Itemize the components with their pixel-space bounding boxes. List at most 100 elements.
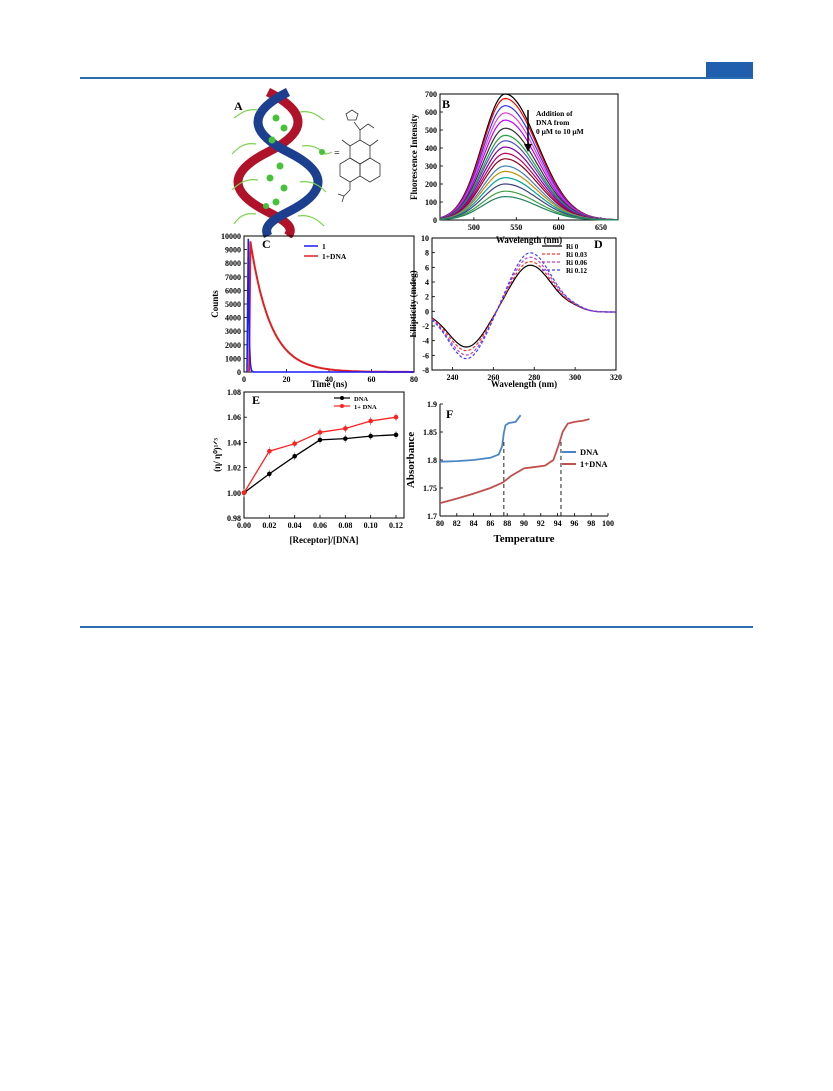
x-tick-label: 650	[595, 223, 607, 232]
x-tick-label: 94	[554, 519, 562, 528]
panel-f-xlabel: Temperature	[493, 533, 554, 545]
y-tick-label: 1.04	[227, 438, 241, 447]
data-point	[343, 426, 348, 431]
legend-label: 1	[322, 242, 326, 251]
x-tick-label: 40	[325, 375, 333, 384]
data-point	[267, 471, 272, 477]
x-tick-label: 84	[470, 519, 478, 528]
data-point	[368, 418, 373, 424]
panel-e-frame	[243, 391, 405, 519]
data-point	[393, 432, 399, 438]
panel-f-ylabel: Absorbance	[405, 432, 417, 488]
panel-e-chart: E 0.98 1.00 1.02 1.04 1.06 1.08 0.00 0.02 0.04 0.…	[212, 388, 405, 545]
legend-label: Ri 0.06	[566, 259, 588, 267]
y-tick-label: 500	[425, 126, 437, 135]
data-point	[292, 453, 297, 459]
panel-e-ylabel: (η/ η⁰)¹ᐟ³	[212, 438, 222, 472]
y-tick-label: -8	[422, 366, 429, 375]
x-tick-label: 300	[569, 373, 581, 382]
header-rule	[80, 77, 753, 79]
x-tick-label: 86	[486, 519, 494, 528]
y-tick-label: -2	[422, 322, 429, 331]
legend-label: 1+ DNA	[354, 404, 377, 411]
panel-d-frame	[431, 237, 617, 371]
x-tick-label: 88	[503, 519, 511, 528]
footer-rule	[80, 626, 753, 628]
y-tick-label: 8	[425, 249, 429, 258]
panel-b-label: B	[442, 97, 450, 111]
y-tick-label: 1.75	[423, 484, 437, 493]
y-tick-label: 400	[425, 144, 437, 153]
x-tick-label: 60	[368, 375, 376, 384]
x-tick-label: 80	[436, 519, 444, 528]
panel-c-xlabel: Time (ns)	[311, 379, 348, 389]
cd-series-line	[431, 264, 617, 348]
y-tick-label: -4	[422, 337, 429, 346]
equals-sign: =	[334, 148, 340, 159]
data-point	[317, 437, 323, 443]
x-tick-label: 20	[283, 375, 291, 384]
panel-f-chart: F 1.7 1.75 1.8 1.85 1.9 80 82 84 86 88 90 92 94 96 98 1…	[405, 400, 614, 545]
panel-b-xlabel: Wavelength (nm)	[496, 235, 562, 245]
y-tick-label: 700	[425, 90, 437, 99]
data-point	[241, 490, 247, 496]
data-point	[317, 430, 323, 435]
y-tick-label: 0.98	[227, 514, 241, 523]
ligand-head-icon	[319, 149, 325, 155]
x-tick-label: 0.08	[338, 521, 352, 530]
y-tick-label: 100	[425, 198, 437, 207]
x-tick-label: 280	[528, 373, 540, 382]
x-tick-label: 100	[602, 519, 614, 528]
y-tick-label: 200	[425, 180, 437, 189]
y-tick-label: 8000	[225, 259, 241, 268]
legend-marker	[340, 396, 344, 400]
panel-b-ylabel: Fluorescence Intensity	[410, 113, 419, 200]
x-tick-label: 0.10	[364, 521, 378, 530]
panel-b-chart: B 0 100 200 300 400 500 600 700 500 550 600 650 Add…	[410, 90, 619, 245]
data-point	[368, 433, 373, 439]
decay-series-line	[246, 238, 414, 373]
panel-e-xlabel: [Receptor]/[DNA]	[290, 535, 359, 545]
x-tick-label: 500	[468, 223, 480, 232]
y-tick-label: 1.08	[227, 388, 241, 397]
y-tick-label: 1.9	[427, 400, 437, 409]
panel-d-ylabel: Ellipticity (mdeg)	[410, 270, 418, 337]
panel-a-label: A	[234, 99, 243, 113]
x-tick-label: 80	[410, 375, 418, 384]
data-point	[267, 448, 272, 454]
legend-label: DNA	[354, 396, 368, 403]
cd-series-line	[431, 260, 616, 352]
y-tick-label: 6	[425, 263, 429, 272]
y-tick-label: 0	[237, 368, 241, 377]
panel-d-label: D	[594, 237, 603, 251]
y-tick-label: 0	[425, 307, 429, 316]
y-tick-label: 1.85	[423, 428, 437, 437]
cd-series-line	[431, 256, 616, 356]
legend-label: 1+DNA	[580, 459, 608, 469]
legend-label: Ri 0.03	[566, 251, 588, 259]
y-tick-label: 10	[421, 234, 429, 243]
dna-helix-icon	[231, 88, 327, 238]
y-tick-label: 1.06	[227, 413, 241, 422]
panel-a-illustration: A =	[231, 88, 381, 238]
emission-series-line	[439, 196, 618, 221]
melting-series-line	[439, 418, 590, 504]
y-tick-label: 1.8	[427, 456, 437, 465]
x-tick-label: 92	[537, 519, 545, 528]
y-tick-label: 1.7	[427, 512, 437, 521]
y-tick-label: 2	[425, 293, 429, 302]
legend-label: Ri 0	[566, 243, 579, 251]
arrow-head-icon	[524, 144, 532, 152]
panel-f-label: F	[446, 407, 453, 421]
annotation-line-2: DNA from	[536, 118, 570, 127]
y-tick-label: 6000	[225, 286, 241, 295]
x-tick-label: 320	[610, 373, 622, 382]
y-tick-label: 2000	[225, 341, 241, 350]
melting-series-line	[439, 414, 522, 463]
x-tick-label: 600	[553, 223, 565, 232]
x-tick-label: 0.04	[288, 521, 302, 530]
y-tick-label: 10000	[221, 232, 241, 241]
y-tick-label: 0	[433, 216, 437, 225]
y-tick-label: 300	[425, 162, 437, 171]
annotation-line-1: Addition of	[536, 109, 573, 118]
